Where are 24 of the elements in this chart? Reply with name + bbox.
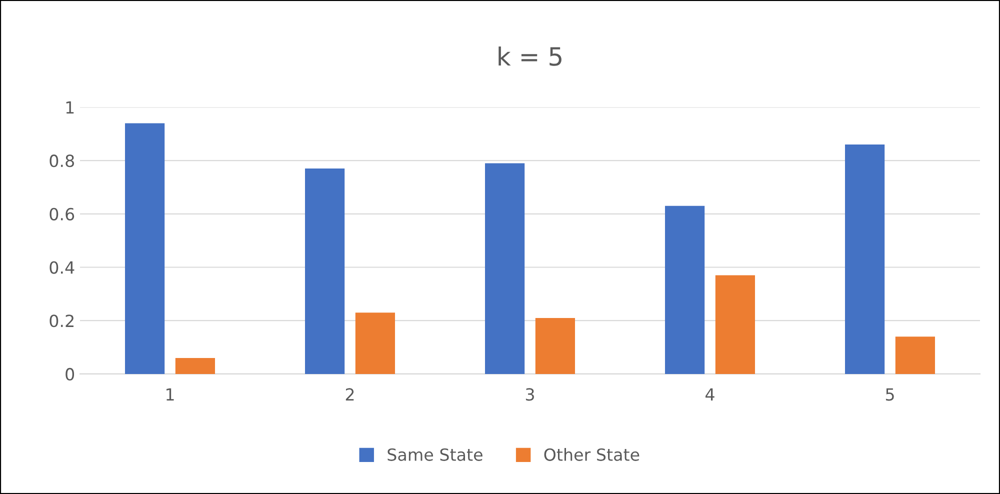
bar bbox=[845, 144, 885, 374]
bar bbox=[715, 275, 755, 374]
chart-title: k = 5 bbox=[498, 46, 562, 66]
y-tick-label: 0.6 bbox=[50, 208, 74, 220]
bar bbox=[125, 123, 165, 374]
y-tick-label: 0 bbox=[66, 368, 74, 381]
y-tick-label: 0.2 bbox=[50, 314, 74, 328]
legend-label: Same State bbox=[388, 448, 482, 461]
bar bbox=[535, 318, 575, 374]
x-tick-label: 4 bbox=[706, 388, 714, 401]
x-tick-label: 1 bbox=[166, 388, 174, 401]
legend-label: Other State bbox=[544, 448, 640, 461]
bar bbox=[305, 168, 345, 374]
x-tick-label: 5 bbox=[886, 388, 894, 401]
bar bbox=[485, 163, 525, 374]
x-tick-label: 3 bbox=[526, 388, 534, 401]
y-tick-label: 0.4 bbox=[50, 261, 74, 274]
y-tick-label: 1 bbox=[66, 101, 74, 114]
bar bbox=[895, 336, 935, 374]
bar bbox=[355, 312, 395, 374]
y-tick-label: 0.8 bbox=[50, 154, 74, 168]
bar bbox=[175, 358, 215, 374]
x-tick-label: 2 bbox=[346, 388, 354, 401]
bar bbox=[665, 206, 705, 374]
